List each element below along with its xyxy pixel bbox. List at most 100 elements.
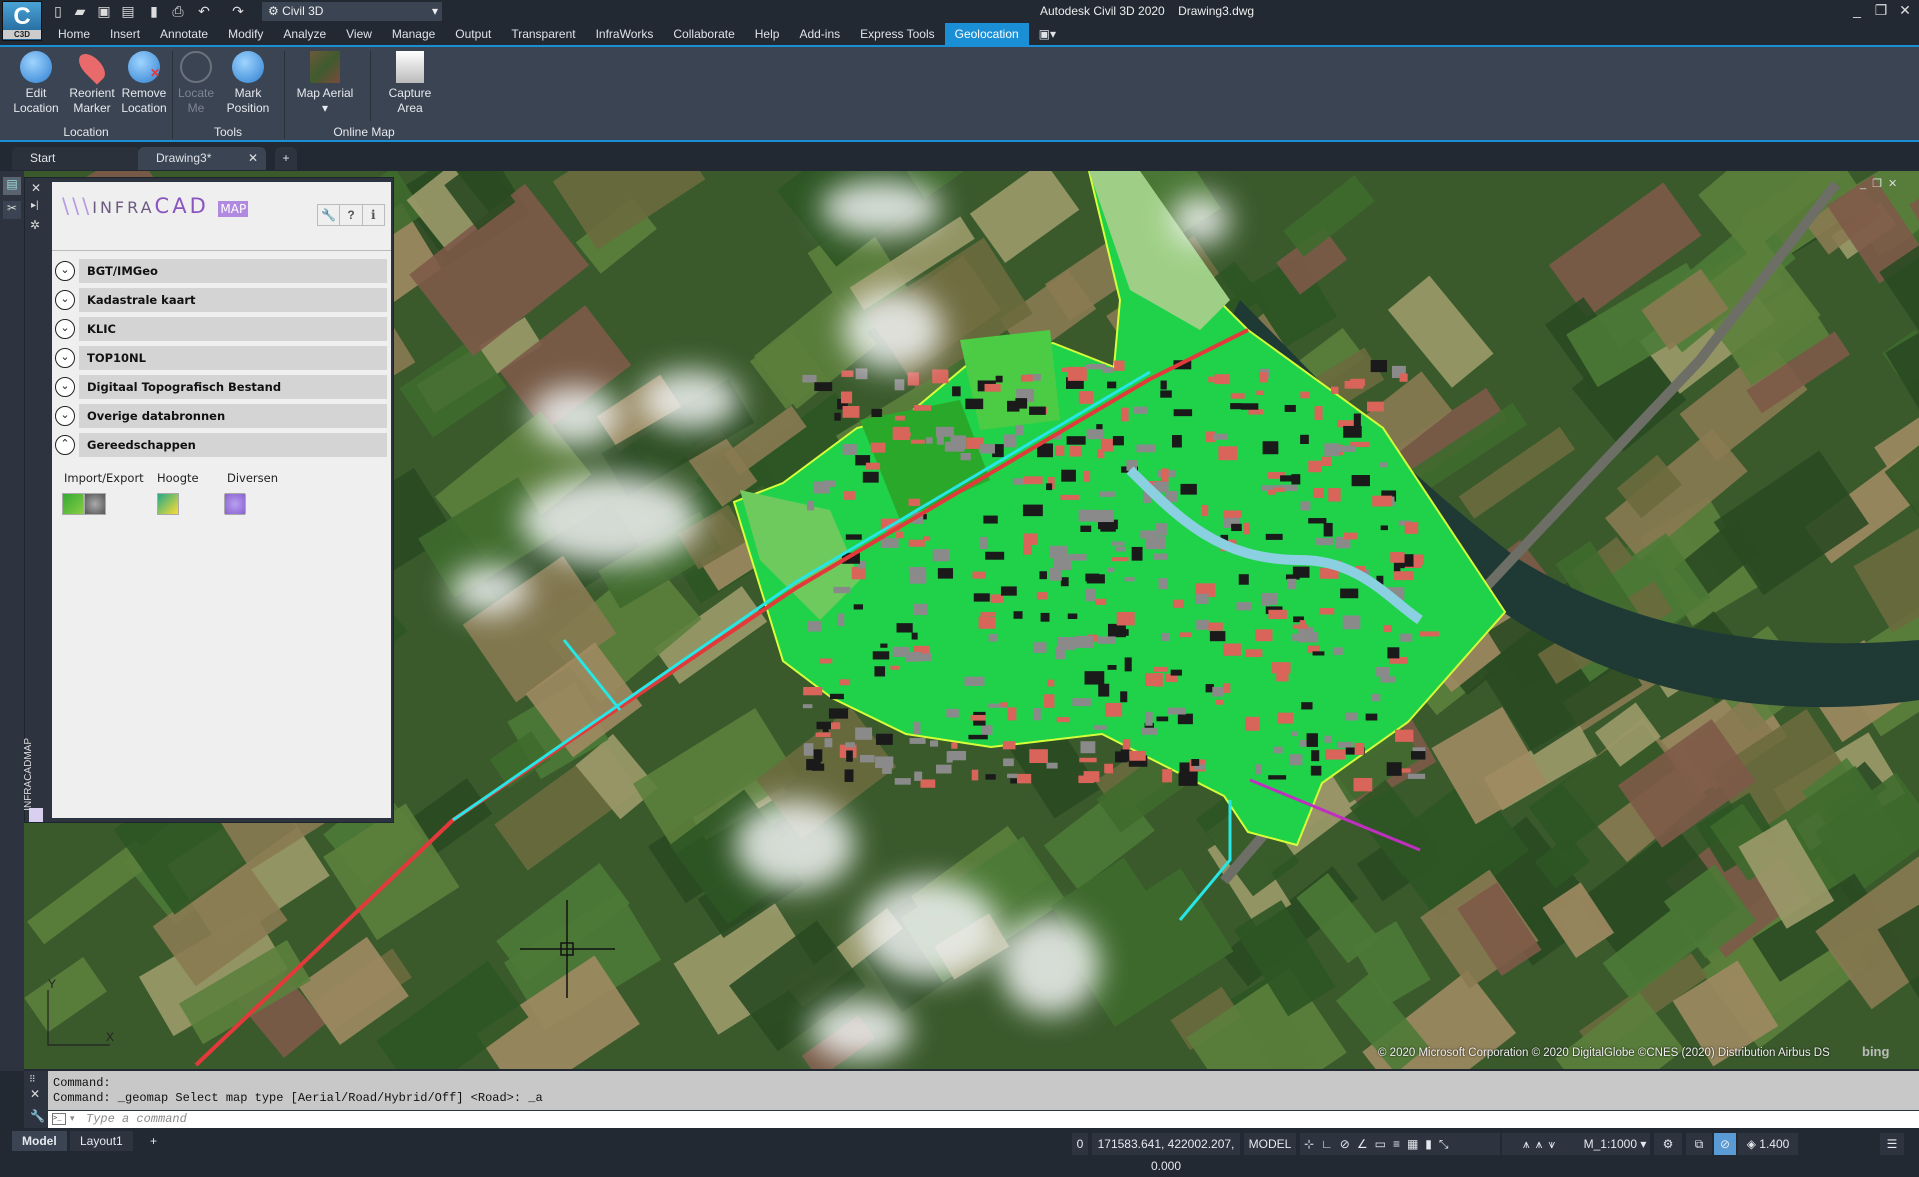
- chevron-down-icon[interactable]: ⌄: [55, 319, 75, 339]
- tab-layout1[interactable]: Layout1: [70, 1131, 133, 1151]
- building: [1261, 485, 1278, 491]
- section-top10nl[interactable]: ⌄ TOP10NL: [52, 346, 391, 372]
- drag-handle-icon[interactable]: ⠿: [29, 1074, 36, 1084]
- ribbon-tab-home[interactable]: Home: [58, 27, 91, 41]
- ribbon-display-toggle-icon[interactable]: ▣▾: [1038, 27, 1057, 41]
- wrench-icon[interactable]: 🔧: [318, 205, 341, 225]
- undo-icon[interactable]: ↶: [198, 3, 210, 19]
- close-button[interactable]: ✕: [1899, 2, 1911, 18]
- new-icon[interactable]: ▯: [54, 3, 62, 19]
- tab-model[interactable]: Model: [12, 1131, 67, 1151]
- open-from-cloud-icon[interactable]: ▮: [150, 3, 158, 19]
- ribbon-tab-express-tools[interactable]: Express Tools: [860, 27, 935, 41]
- tab-drawing3[interactable]: Drawing3* ✕: [138, 147, 266, 170]
- capture-area-button[interactable]: Capture Area: [382, 51, 438, 116]
- chevron-down-icon[interactable]: ⌄: [55, 406, 75, 426]
- remove-location-button[interactable]: ✕ Remove Location: [118, 51, 170, 116]
- customize-wrench-icon[interactable]: 🔧: [30, 1109, 45, 1123]
- annotation-toggles[interactable]: ⩚⩚⩛: [1502, 1133, 1582, 1155]
- export-google-earth-icon[interactable]: [84, 493, 106, 515]
- open-icon[interactable]: ▰: [74, 3, 86, 19]
- command-input[interactable]: >_ ▾ Type a command: [48, 1111, 1919, 1128]
- section-gereedschappen[interactable]: ⌃ Gereedschappen: [52, 433, 391, 459]
- workspace-gear-icon[interactable]: ⚙: [1654, 1133, 1682, 1155]
- help-icon[interactable]: ?: [340, 205, 363, 225]
- building: [1072, 698, 1091, 707]
- section-bgt-imgeo[interactable]: ⌄ BGT/IMGeo: [52, 259, 391, 285]
- section-klic[interactable]: ⌄ KLIC: [52, 317, 391, 343]
- current-layer[interactable]: 0: [1072, 1133, 1088, 1155]
- globe-grid-icon[interactable]: [224, 493, 246, 515]
- building: [909, 570, 927, 584]
- ribbon-tab-annotate[interactable]: Annotate: [160, 27, 209, 41]
- close-tab-icon[interactable]: ✕: [247, 151, 258, 165]
- save-as-icon[interactable]: ▤: [121, 3, 135, 19]
- building: [1255, 764, 1262, 775]
- building: [894, 379, 905, 391]
- tab-start[interactable]: Start: [12, 147, 140, 170]
- import-netherlands-icon[interactable]: [62, 493, 84, 515]
- ribbon-tab-infraworks[interactable]: InfraWorks: [595, 27, 654, 41]
- plot-icon[interactable]: ⎙: [172, 3, 184, 19]
- building: [871, 408, 883, 418]
- chevron-up-icon[interactable]: ⌃: [55, 435, 75, 455]
- building: [1336, 741, 1353, 748]
- building: [1112, 436, 1124, 446]
- chevron-down-icon[interactable]: ⌄: [55, 261, 75, 281]
- ribbon-tab-geolocation[interactable]: Geolocation: [944, 23, 1029, 45]
- ribbon-tab-transparent[interactable]: Transparent: [511, 27, 576, 41]
- customization-menu-icon[interactable]: ☰: [1880, 1133, 1904, 1155]
- palette-settings-icon[interactable]: ✲: [30, 218, 41, 232]
- add-layout-button[interactable]: +: [150, 1134, 158, 1148]
- ribbon-tab-collaborate[interactable]: Collaborate: [673, 27, 735, 41]
- building: [841, 370, 854, 377]
- ribbon-tab-output[interactable]: Output: [455, 27, 492, 41]
- chevron-down-icon[interactable]: ⌄: [55, 348, 75, 368]
- ribbon-tab-help[interactable]: Help: [754, 27, 780, 41]
- application-menu-button[interactable]: C C3D: [2, 1, 42, 41]
- hardware-acceleration-icon[interactable]: ⊘: [1714, 1133, 1736, 1155]
- info-icon[interactable]: i: [371, 208, 376, 222]
- workspace-dropdown[interactable]: ⚙ Civil 3D ▾: [262, 2, 442, 21]
- redo-icon[interactable]: ↷: [232, 3, 244, 19]
- section-overige-databronnen[interactable]: ⌄ Overige databronnen: [52, 404, 391, 430]
- close-palette-icon[interactable]: ✕: [31, 181, 42, 195]
- coordinates-readout[interactable]: 171583.641, 422002.207, 0.000: [1092, 1133, 1240, 1173]
- restore-button[interactable]: ❐: [1874, 2, 1888, 18]
- ribbon-tab-view[interactable]: View: [346, 27, 372, 41]
- building: [1060, 577, 1069, 587]
- map-aerial-button[interactable]: Map Aerial ▾: [292, 51, 358, 116]
- autohide-icon[interactable]: ▸|: [31, 200, 39, 211]
- chevron-down-icon[interactable]: ▾: [70, 1114, 75, 1124]
- isolate-objects-icon[interactable]: ⧉: [1686, 1133, 1712, 1155]
- building: [1380, 676, 1396, 683]
- section-kadastrale-kaart[interactable]: ⌄ Kadastrale kaart: [52, 288, 391, 314]
- tools-icon[interactable]: ✂: [3, 201, 21, 219]
- minimize-button[interactable]: _: [1853, 2, 1861, 18]
- edit-location-button[interactable]: Edit Location: [10, 51, 62, 116]
- drafting-toggles[interactable]: ⊹∟⊘∠▭≡▦▮⤡: [1300, 1133, 1500, 1155]
- building: [1268, 775, 1287, 780]
- chevron-down-icon[interactable]: ⌄: [55, 377, 75, 397]
- ribbon-tab-analyze[interactable]: Analyze: [283, 27, 327, 41]
- annotation-scale[interactable]: M_1:1000 ▾: [1580, 1133, 1650, 1155]
- label: Reorient: [69, 86, 115, 100]
- close-command-icon[interactable]: ✕: [30, 1087, 41, 1101]
- ribbon-tab-insert[interactable]: Insert: [110, 27, 141, 41]
- properties-icon[interactable]: ▤: [3, 177, 21, 195]
- ribbon-tab-modify[interactable]: Modify: [228, 27, 264, 41]
- save-icon[interactable]: ▣: [97, 3, 111, 19]
- lineweight-setting[interactable]: ◈ 1.400: [1738, 1133, 1798, 1155]
- reorient-marker-button[interactable]: Reorient Marker: [66, 49, 118, 116]
- new-tab-button[interactable]: +: [275, 147, 297, 170]
- chevron-down-icon[interactable]: ⌄: [55, 290, 75, 310]
- section-digitaal-topografisch-bestand[interactable]: ⌄ Digitaal Topografisch Bestand: [52, 375, 391, 401]
- viewport-window-controls[interactable]: _❐✕: [1860, 178, 1904, 190]
- building: [1300, 501, 1311, 511]
- gear-icon: ⚙: [268, 4, 283, 18]
- model-space-toggle[interactable]: MODEL: [1244, 1133, 1296, 1155]
- height-map-icon[interactable]: [157, 493, 179, 515]
- mark-position-button[interactable]: Mark Position: [222, 51, 274, 116]
- ribbon-tab-manage[interactable]: Manage: [391, 27, 436, 41]
- ribbon-tab-add-ins[interactable]: Add-ins: [799, 27, 841, 41]
